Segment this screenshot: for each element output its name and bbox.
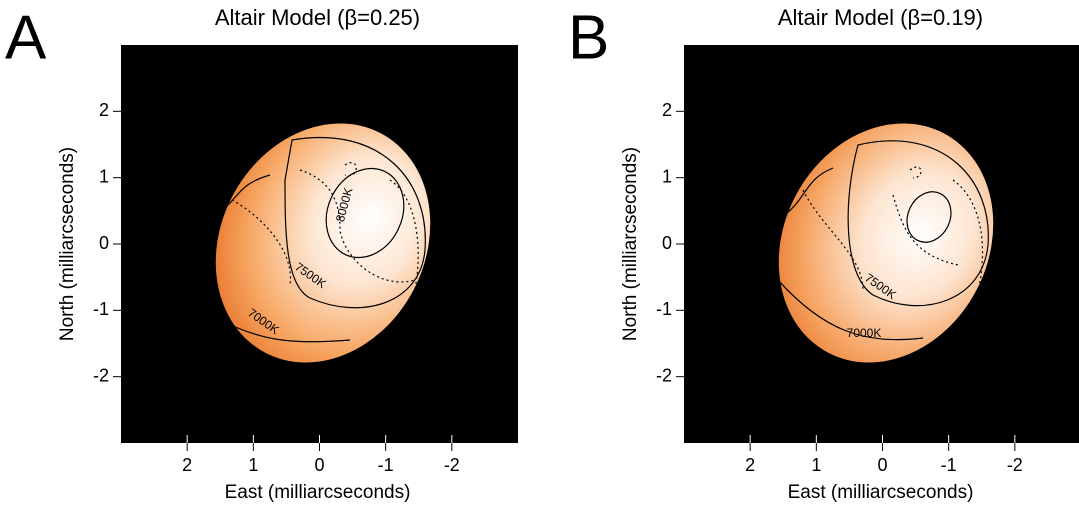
x-tick-label: 2	[745, 455, 755, 475]
x-tick-label: 1	[811, 455, 821, 475]
contour-7500	[847, 140, 989, 307]
star	[214, 123, 431, 363]
x-tick-label: 2	[182, 455, 192, 475]
x-tick-label: 0	[877, 455, 887, 475]
star-disk	[215, 123, 431, 363]
x-tick-label: -2	[444, 455, 460, 475]
panel-letter: A	[5, 3, 47, 72]
y-tick-label: 0	[662, 233, 672, 253]
panel-letter: B	[568, 3, 609, 72]
y-tick-label: 2	[662, 100, 672, 120]
contours	[214, 136, 426, 343]
chart-title: Altair Model (β=0.19)	[778, 5, 983, 30]
y-axis-label: North (milliarcseconds)	[57, 147, 78, 341]
x-axis-label: East (milliarcseconds)	[225, 482, 411, 503]
y-axis-label: North (milliarcseconds)	[620, 147, 641, 341]
contour-label: 7000K	[847, 326, 882, 340]
x-tick-label: -1	[378, 455, 394, 475]
y-tick-label: -1	[93, 299, 109, 319]
y-tick-label: -2	[93, 365, 109, 385]
x-axis-label: East (milliarcseconds)	[788, 482, 974, 503]
y-tick-label: 0	[99, 233, 109, 253]
contour-8000	[325, 167, 405, 259]
y-tick-label: 1	[99, 166, 109, 186]
contour-7500	[284, 136, 426, 309]
y-tick-label: 1	[662, 166, 672, 186]
chart-title: Altair Model (β=0.25)	[215, 5, 420, 30]
contour-8000	[906, 191, 952, 243]
x-tick-label: -2	[1007, 455, 1023, 475]
x-tick-label: 0	[314, 455, 324, 475]
y-tick-label: -2	[656, 365, 672, 385]
x-tick-label: -1	[941, 455, 957, 475]
y-tick-label: -1	[656, 299, 672, 319]
y-tick-label: 2	[99, 100, 109, 120]
x-tick-label: 1	[248, 455, 258, 475]
